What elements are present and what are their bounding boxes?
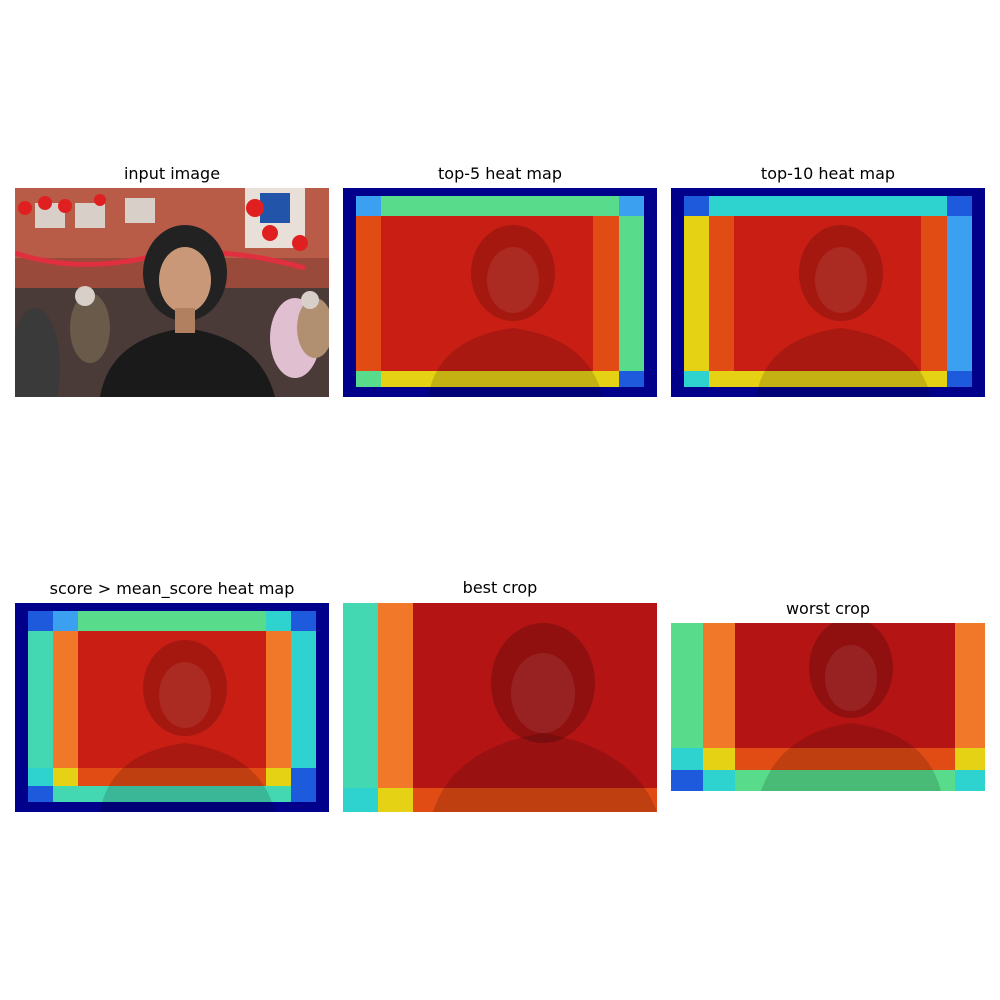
panel-title-top5: top-5 heat map (438, 164, 562, 183)
panel-title-input-image: input image (123, 164, 221, 183)
top5-heat-map (343, 188, 657, 397)
panel-title-best-crop: best crop (462, 578, 538, 597)
panel-title-worst-crop: worst crop (785, 599, 871, 618)
best-crop-image (343, 603, 657, 812)
top10-heat-map (671, 188, 985, 397)
panel-title-top10: top-10 heat map (760, 164, 896, 183)
input-image (15, 188, 329, 397)
mean-score-heat-map (15, 603, 329, 812)
panel-title-mean-score: score > mean_score heat map (49, 579, 295, 598)
worst-crop-image (671, 623, 985, 791)
